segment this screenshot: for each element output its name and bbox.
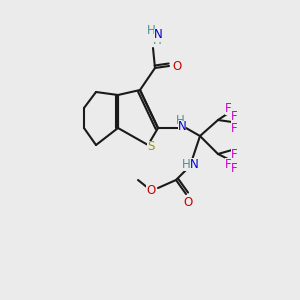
Text: F: F <box>231 161 237 175</box>
Text: H: H <box>153 34 161 46</box>
Text: F: F <box>231 148 237 160</box>
Text: O: O <box>146 184 156 196</box>
Text: N: N <box>178 121 186 134</box>
Text: O: O <box>172 59 182 73</box>
Text: O: O <box>183 196 193 208</box>
Text: N: N <box>190 158 198 170</box>
Text: H: H <box>147 25 155 38</box>
Text: F: F <box>225 101 231 115</box>
Text: F: F <box>231 122 237 134</box>
Text: S: S <box>147 140 155 154</box>
Text: F: F <box>231 110 237 124</box>
Text: H: H <box>176 113 184 127</box>
Text: H: H <box>182 158 190 170</box>
Text: F: F <box>225 158 231 170</box>
Text: N: N <box>154 28 162 41</box>
